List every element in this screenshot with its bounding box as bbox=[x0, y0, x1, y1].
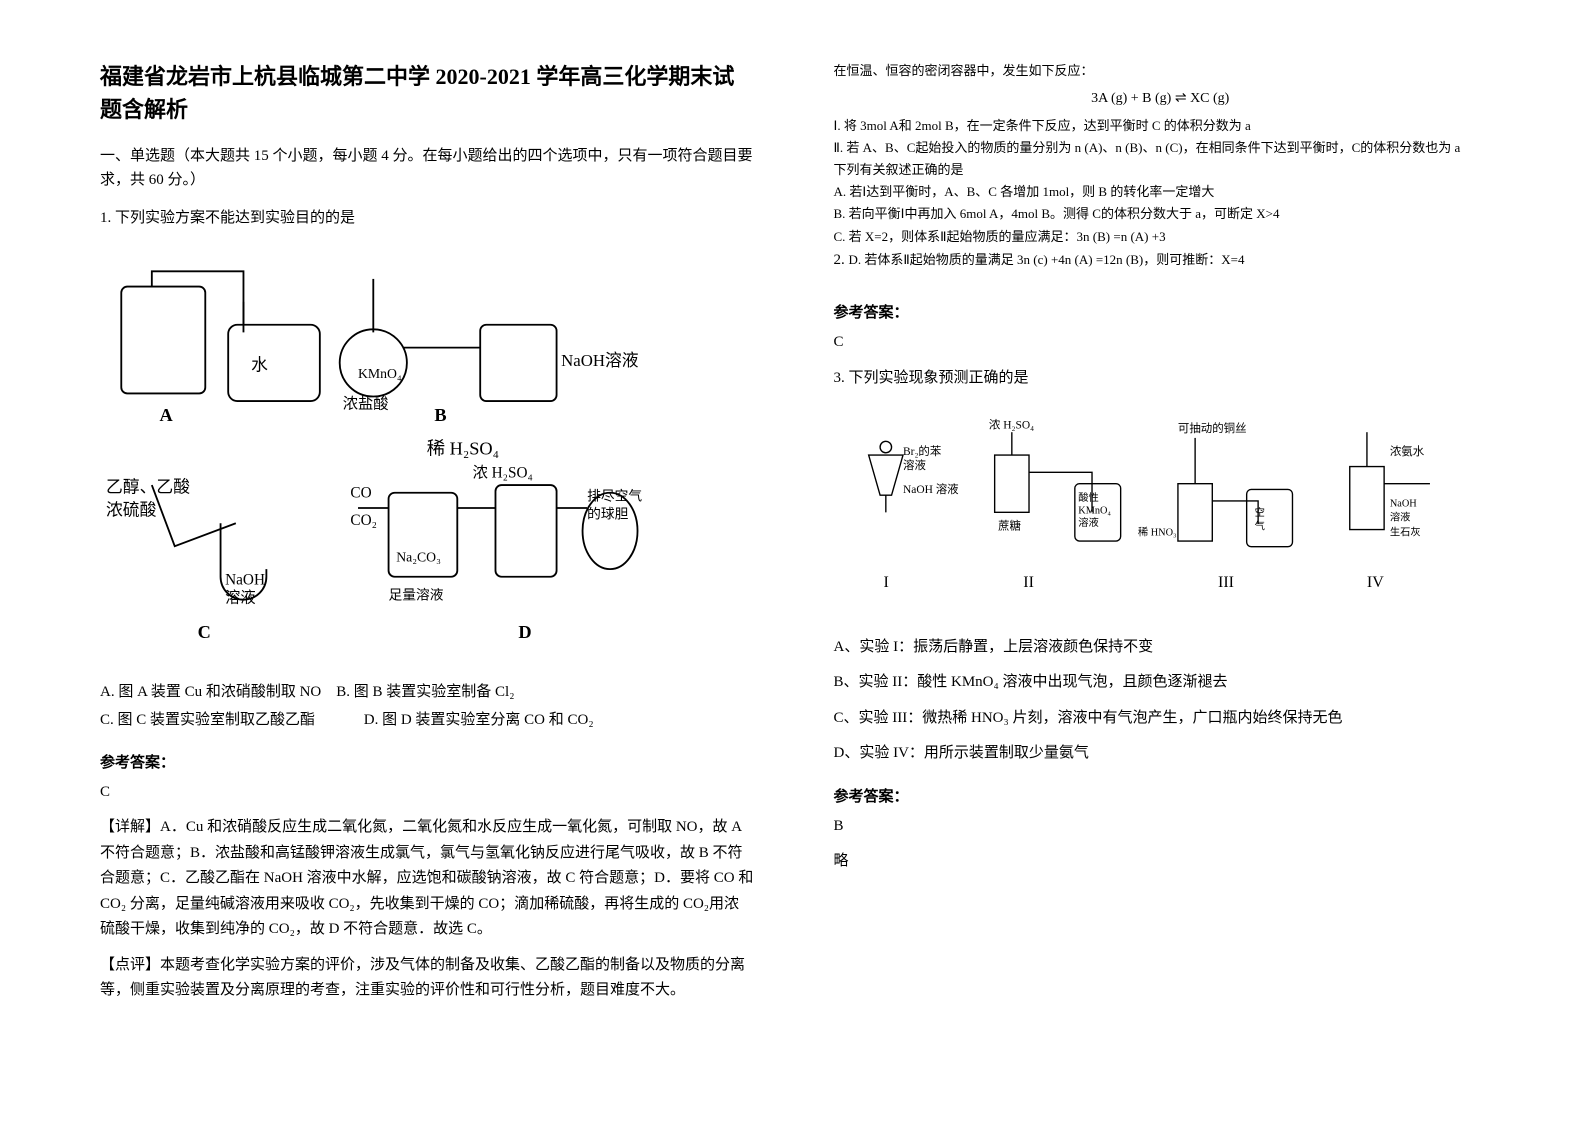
q1-optA: A. 图 A 装置 Cu 和浓硝酸制取 NO bbox=[100, 684, 321, 700]
q3-naoh4b: 溶液 bbox=[1389, 511, 1410, 524]
q3-cuwire: 可抽动的铜丝 bbox=[1177, 421, 1246, 435]
q2-optC: C. 若 X=2，则体系Ⅱ起始物质的量应满足：3n (B) =n (A) +3 bbox=[834, 226, 1488, 248]
label-naoh2b: 溶液 bbox=[225, 589, 256, 606]
q3-sucrose: 蔗糖 bbox=[998, 519, 1021, 533]
q3-svg: Br₂的苯 溶液 NaOH 溶液 浓 H₂SO₄ 蔗糖 酸性 KMnO₄ 溶液 bbox=[840, 415, 1482, 610]
apparatus-svg: 水 A 浓盐酸 KMnO₄ NaOH溶液 B 稀 H₂SO₄ 乙醇、乙酸 浓硫酸 bbox=[106, 256, 748, 653]
q2-optB: B. 若向平衡Ⅰ中再加入 6mol A，4mol B。测得 C的体积分数大于 a… bbox=[834, 203, 1488, 225]
left-column: 福建省龙岩市上杭县临城第二中学 2020-2021 学年高三化学期末试题含解析 … bbox=[100, 60, 754, 1062]
q2-optA: A. 若Ⅰ达到平衡时，A、B、C 各增加 1mol，则 B 的转化率一定增大 bbox=[834, 181, 1488, 203]
q3-air2: 气 bbox=[1254, 520, 1264, 533]
q2-I: Ⅰ. 将 3mol A和 2mol B，在一定条件下反应，达到平衡时 C 的体积… bbox=[834, 115, 1488, 137]
q3-hno3: 稀 HNO₃ bbox=[1137, 525, 1176, 538]
q2-II: Ⅱ. 若 A、B、C起始投入的物质的量分别为 n (A)、n (B)、n (C)… bbox=[834, 137, 1488, 159]
q1-detail: 【详解】A．Cu 和浓硝酸反应生成二氧化氮，二氧化氮和水反应生成一氧化氮，可制取… bbox=[100, 815, 754, 943]
label-na2co3: Na₂CO₃ bbox=[396, 549, 441, 564]
q3-optA: A、实验 I：振荡后静置，上层溶液颜色保持不变 bbox=[834, 635, 1488, 661]
label-co2: CO₂ bbox=[350, 511, 377, 528]
q3-optD: D、实验 IV：用所示装置制取少量氨气 bbox=[834, 741, 1488, 767]
q3-stem: 3. 下列实验现象预测正确的是 bbox=[834, 366, 1488, 392]
label-ethanol: 乙醇、乙酸 bbox=[106, 477, 190, 496]
q2-answer-label: 参考答案： bbox=[834, 301, 1488, 322]
q3-note: 略 bbox=[834, 849, 1488, 875]
q3-kmno4b: KMnO₄ bbox=[1078, 506, 1111, 517]
q3-labII: II bbox=[1023, 574, 1034, 591]
section-header: 一、单选题（本大题共 15 个小题，每小题 4 分。在每小题给出的四个选项中，只… bbox=[100, 144, 754, 192]
q3-kmno4a: 酸性 bbox=[1078, 491, 1099, 504]
q3-answer-letter: B bbox=[834, 814, 1488, 840]
q3-kmno4c: 溶液 bbox=[1078, 516, 1099, 529]
q1-optB: B. 图 B 装置实验室制备 Cl₂ bbox=[336, 684, 514, 700]
label-co: CO bbox=[350, 484, 371, 501]
label-D: D bbox=[518, 621, 531, 641]
label-kmno4: KMnO₄ bbox=[358, 366, 402, 381]
q3-labIV: IV bbox=[1366, 574, 1383, 591]
label-qiu1: 排尽空气 bbox=[587, 488, 642, 503]
q2-intro: 在恒温、恒容的密闭容器中，发生如下反应： bbox=[834, 60, 1488, 82]
label-ethanol2: 浓硫酸 bbox=[106, 500, 157, 519]
q3-br2b: 溶液 bbox=[903, 458, 926, 472]
q3-labI: I bbox=[883, 574, 888, 591]
q3-air: 空 bbox=[1254, 506, 1264, 519]
q3-cao: 生石灰 bbox=[1389, 525, 1420, 538]
q3-optC: C、实验 III：微热稀 HNO₃ 片刻，溶液中有气泡产生，广口瓶内始终保持无色 bbox=[834, 706, 1488, 732]
q3-answer-label: 参考答案： bbox=[834, 785, 1488, 806]
q3-naoh: NaOH 溶液 bbox=[903, 482, 959, 496]
q1-answer-label: 参考答案： bbox=[100, 751, 754, 772]
label-B: B bbox=[434, 404, 446, 424]
q3-labIII: III bbox=[1218, 574, 1234, 591]
q1-diagram: 水 A 浓盐酸 KMnO₄ NaOH溶液 B 稀 H₂SO₄ 乙醇、乙酸 浓硫酸 bbox=[100, 250, 754, 664]
q2-equation: 3A (g) + B (g) ⇌ XC (g) bbox=[834, 90, 1488, 107]
q2-optD: D. 若体系Ⅱ起始物质的量满足 3n (c) +4n (A) =12n (B)，… bbox=[849, 252, 1245, 267]
label-A: A bbox=[159, 404, 173, 424]
q3-diagram: Br₂的苯 溶液 NaOH 溶液 浓 H₂SO₄ 蔗糖 酸性 KMnO₄ 溶液 bbox=[834, 409, 1488, 621]
right-column: 在恒温、恒容的密闭容器中，发生如下反应： 3A (g) + B (g) ⇌ XC… bbox=[834, 60, 1488, 1062]
q3-optB: B、实验 II：酸性 KMnO₄ 溶液中出现气泡，且颜色逐渐褪去 bbox=[834, 670, 1488, 696]
label-dilh2so4: 稀 H₂SO₄ bbox=[427, 438, 499, 458]
exam-title: 福建省龙岩市上杭县临城第二中学 2020-2021 学年高三化学期末试题含解析 bbox=[100, 60, 754, 126]
q2-num: 2. bbox=[834, 252, 845, 268]
q3-h2so4: 浓 H₂SO₄ bbox=[988, 419, 1033, 432]
label-suff: 足量溶液 bbox=[389, 587, 444, 602]
q1-optC: C. 图 C 装置实验室制取乙酸乙酯 bbox=[100, 712, 315, 728]
label-naoh: NaOH溶液 bbox=[561, 350, 639, 369]
q1-stem: 1. 下列实验方案不能达到实验目的的是 bbox=[100, 206, 754, 232]
q3-naoh4a: NaOH bbox=[1389, 499, 1416, 510]
q1-comment: 【点评】本题考查化学实验方案的评价，涉及气体的制备及收集、乙酸乙酯的制备以及物质… bbox=[100, 953, 754, 1004]
q2-answer-letter: C bbox=[834, 330, 1488, 356]
label-C: C bbox=[198, 621, 211, 641]
label-naoh2: NaOH bbox=[225, 571, 265, 588]
label-qiu2: 的球胆 bbox=[587, 506, 628, 521]
label-conchno3: 浓盐酸 bbox=[343, 395, 389, 412]
q3-br2: Br₂的苯 bbox=[903, 444, 942, 458]
q2-row: 2. D. 若体系Ⅱ起始物质的量满足 3n (c) +4n (A) =12n (… bbox=[834, 248, 1488, 274]
label-water: 水 bbox=[251, 355, 268, 374]
q3-nh3: 浓氨水 bbox=[1389, 445, 1424, 458]
q1-answer-letter: C bbox=[100, 780, 754, 806]
q2-prompt: 下列有关叙述正确的是 bbox=[834, 159, 1488, 181]
q1-options: A. 图 A 装置 Cu 和浓硝酸制取 NO B. 图 B 装置实验室制备 Cl… bbox=[100, 678, 754, 735]
label-conch2so4: 浓 H₂SO₄ bbox=[473, 464, 533, 481]
q1-optD: D. 图 D 装置实验室分离 CO 和 CO₂ bbox=[364, 712, 594, 728]
